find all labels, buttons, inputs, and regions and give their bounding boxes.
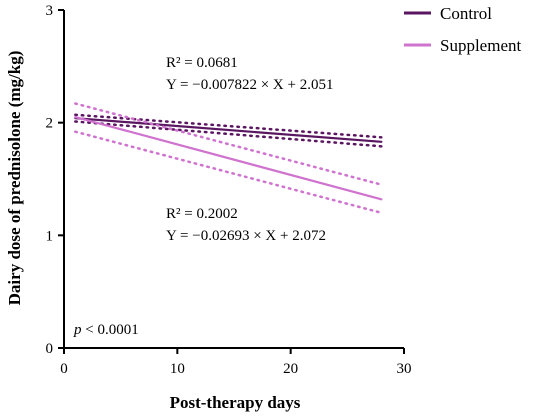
ticks: 0 10 20 30 0 1 2 3	[46, 3, 412, 377]
x-tick-label: 20	[283, 361, 298, 377]
series-layer	[74, 102, 383, 215]
x-tick-label: 30	[397, 361, 412, 377]
control-r2-label: R² = 0.0681	[166, 55, 238, 71]
legend: Control Supplement	[404, 4, 521, 55]
x-axis-title: Post-therapy days	[170, 393, 301, 412]
supplement-regression-line	[74, 115, 383, 201]
supplement-ci-lower	[74, 130, 383, 215]
y-tick-label: 2	[46, 116, 54, 132]
legend-label-control: Control	[440, 4, 492, 23]
legend-label-supplement: Supplement	[440, 36, 521, 55]
y-axis-title: Dairy dose of prednisolone (mg/kg)	[5, 51, 24, 306]
control-regression-line	[74, 117, 383, 143]
series-supplement	[74, 102, 383, 215]
y-tick-label: 3	[46, 3, 54, 19]
p-threshold: < 0.0001	[82, 322, 139, 338]
y-tick-label: 1	[46, 228, 54, 244]
control-equation-label: Y = −0.007822 × X + 2.051	[166, 77, 333, 93]
axes	[63, 10, 404, 349]
x-tick-label: 0	[60, 361, 68, 377]
supplement-ci-upper	[74, 102, 383, 186]
control-ci-upper	[74, 113, 383, 139]
control-ci-lower	[74, 120, 383, 148]
x-tick-label: 10	[170, 361, 185, 377]
series-control	[74, 113, 383, 148]
supplement-equation-label: Y = −0.02693 × X + 2.072	[166, 228, 326, 244]
y-tick-label: 0	[46, 341, 54, 357]
p-symbol: p	[73, 322, 82, 338]
p-value-label: p < 0.0001	[73, 322, 139, 338]
supplement-r2-label: R² = 0.2002	[166, 206, 238, 222]
